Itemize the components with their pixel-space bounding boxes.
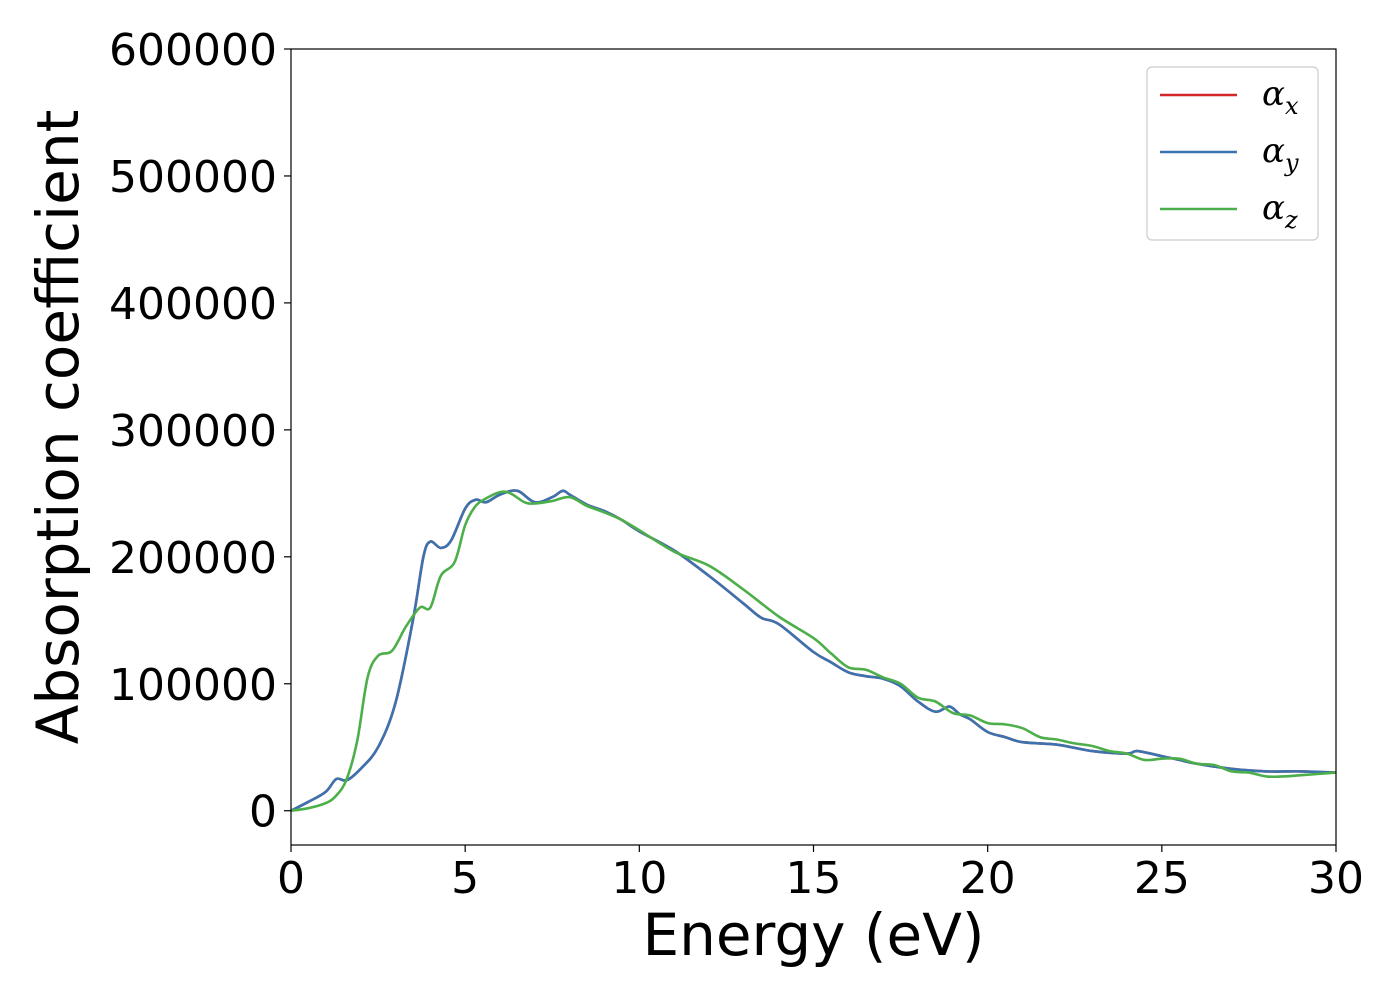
series-line-y — [291, 489, 1336, 812]
x-axis-ticks: 0 5 10 15 20 25 30 — [277, 845, 1364, 904]
y-tick-label: 200000 — [109, 533, 277, 584]
x-tick-label: 30 — [1308, 853, 1364, 904]
series-layer — [291, 489, 1336, 812]
x-tick-label: 0 — [277, 853, 305, 904]
y-tick-label: 0 — [249, 787, 277, 838]
x-tick-label: 15 — [786, 853, 842, 904]
legend-box — [1146, 66, 1319, 241]
x-axis-title: Energy (eV) — [642, 901, 984, 969]
x-tick-label: 25 — [1134, 853, 1190, 904]
y-tick-label: 400000 — [109, 279, 277, 330]
y-axis-ticks: 0 100000 200000 300000 400000 500000 600000 — [109, 25, 291, 838]
y-axis-title: Absorption coefficient — [24, 110, 92, 745]
y-tick-label: 300000 — [109, 406, 277, 457]
legend-subscript-x: x — [1285, 92, 1299, 120]
y-tick-label: 100000 — [109, 660, 277, 711]
y-tick-label: 600000 — [109, 25, 277, 76]
legend-subscript-y: y — [1284, 149, 1299, 177]
x-tick-label: 5 — [451, 853, 479, 904]
x-tick-label: 20 — [960, 853, 1016, 904]
legend-subscript-z: z — [1284, 206, 1298, 234]
x-tick-label: 10 — [611, 853, 667, 904]
y-tick-label: 500000 — [109, 152, 277, 203]
series-line-z — [291, 490, 1336, 812]
